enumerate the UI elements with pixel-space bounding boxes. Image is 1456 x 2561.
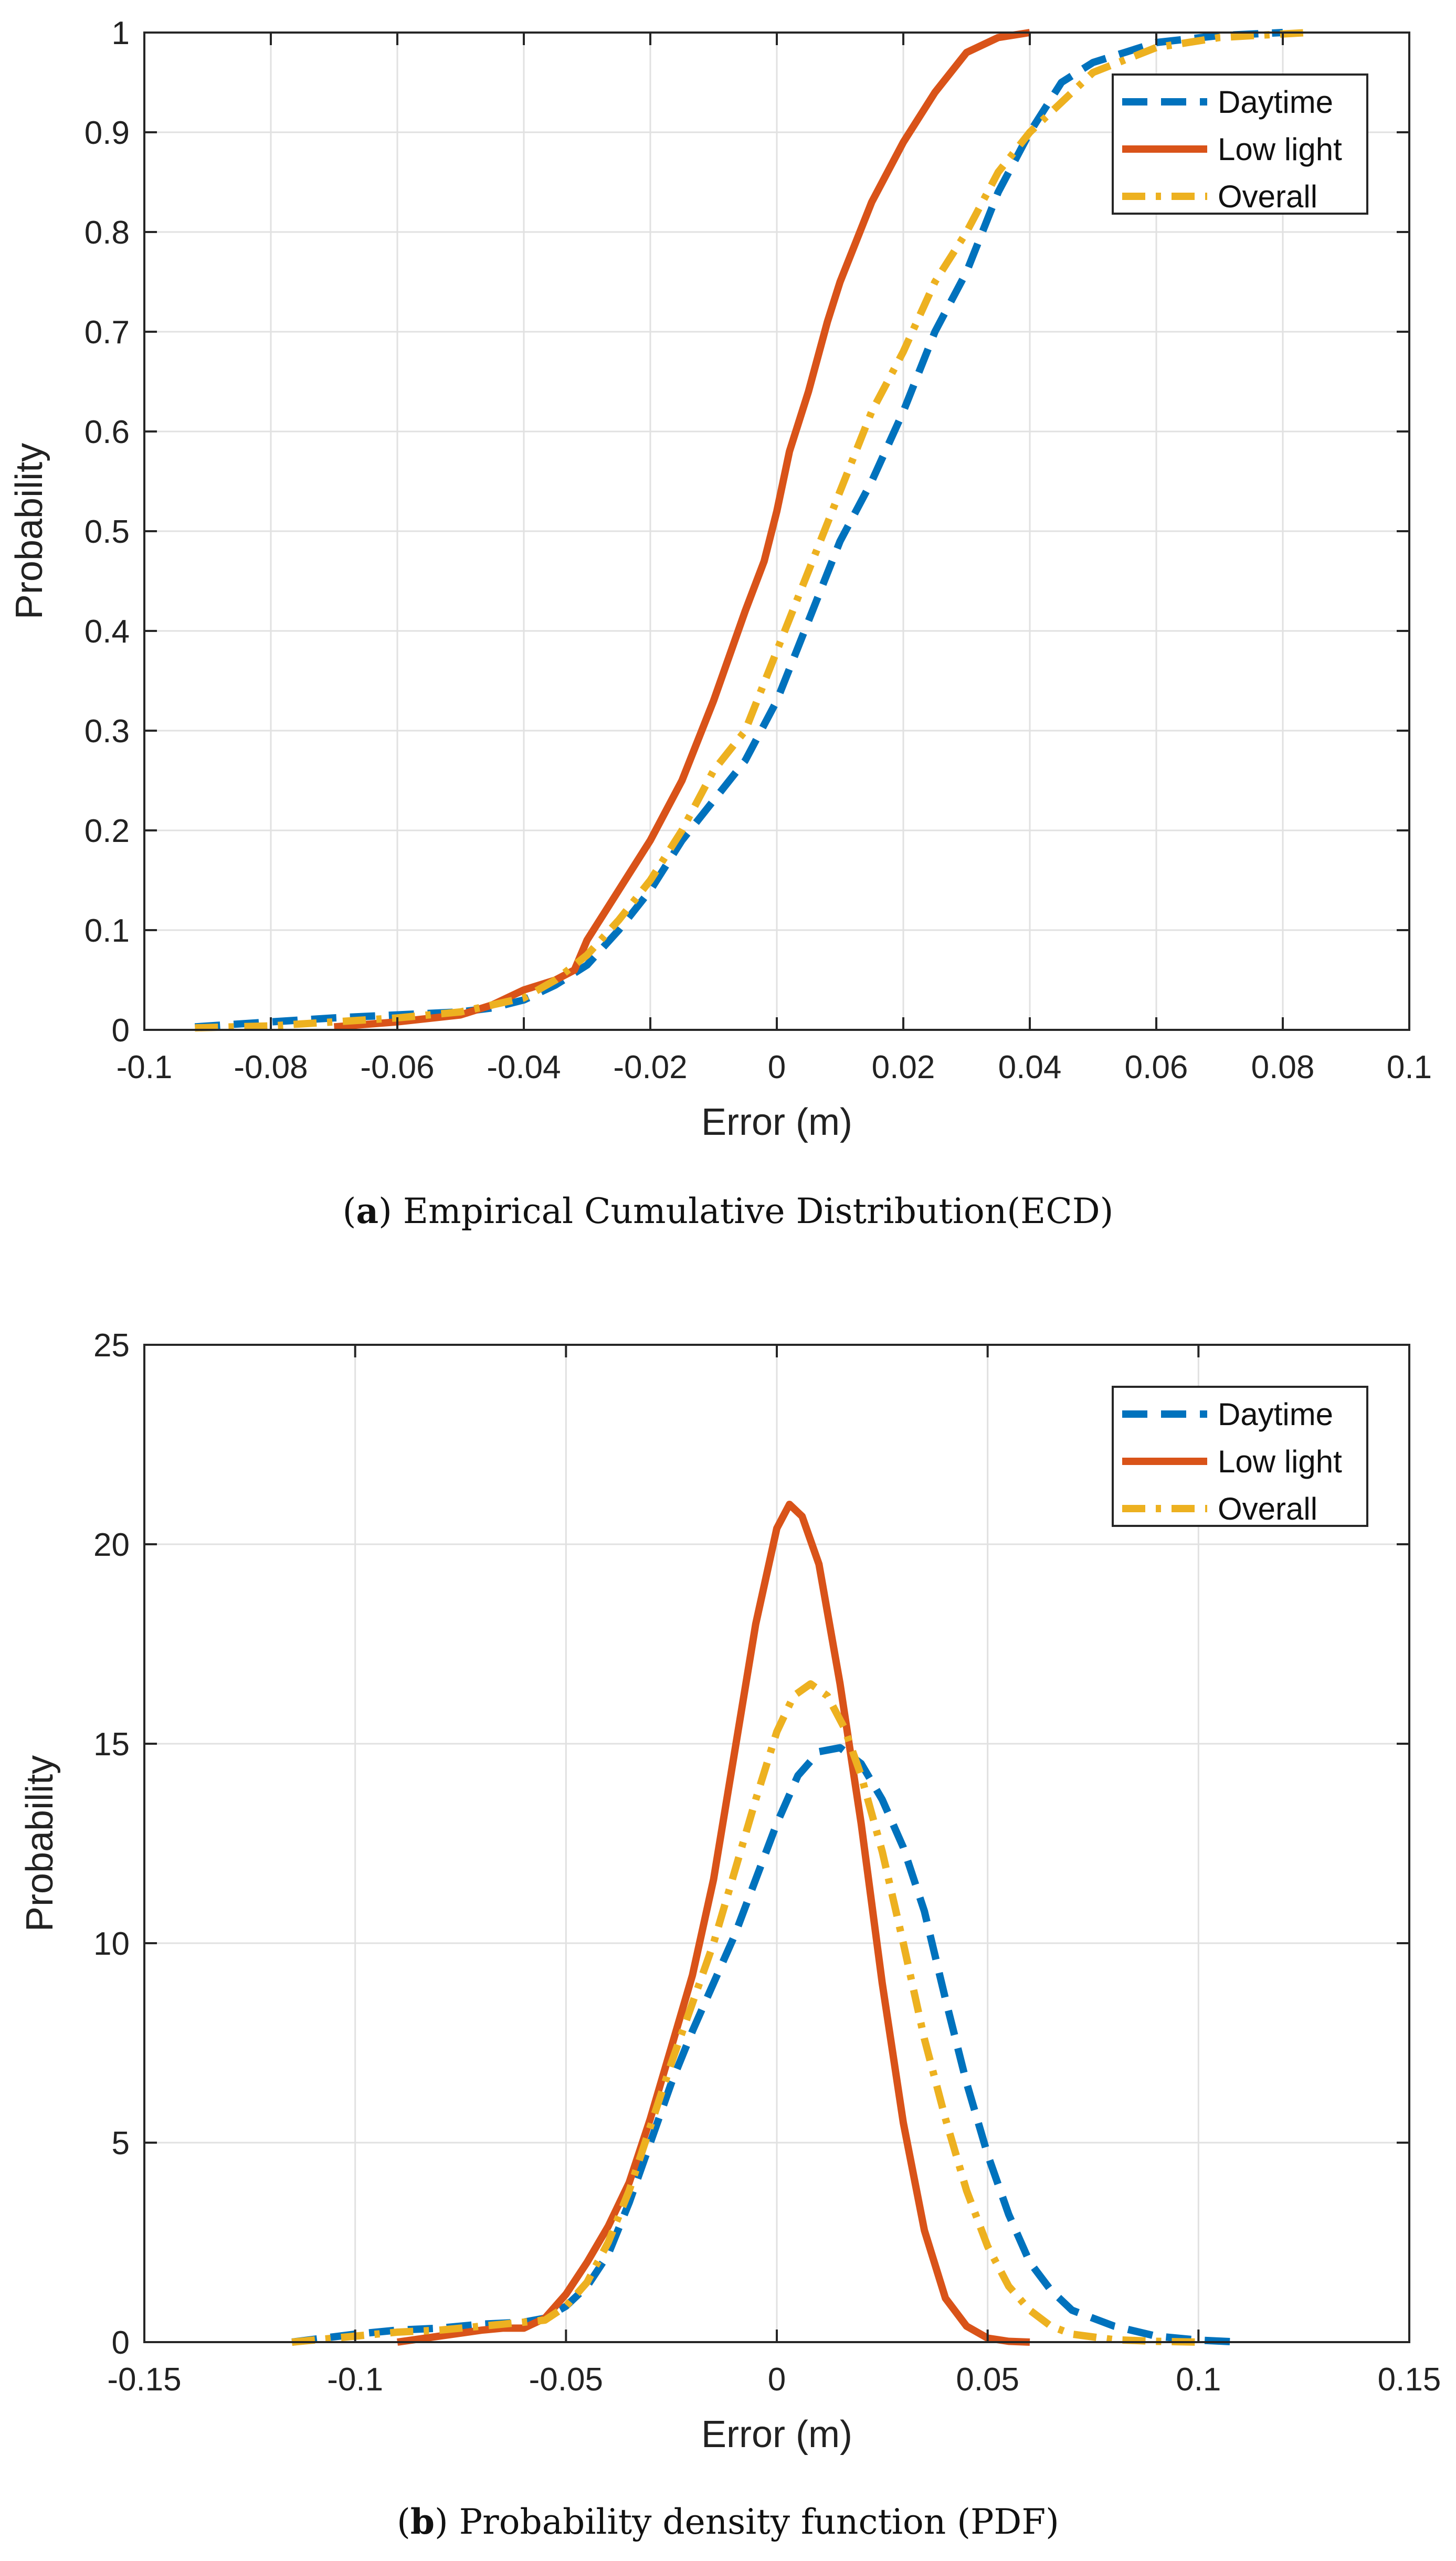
ecd-caption: (a) Empirical Cumulative Distribution(EC… xyxy=(342,1190,1114,1231)
ecd-y-tick-label: 0.4 xyxy=(85,614,130,650)
pdf-y-tick-label: 0 xyxy=(112,2325,130,2361)
pdf-x-tick-label: -0.05 xyxy=(529,2362,603,2398)
pdf-legend-box xyxy=(1112,1386,1368,1527)
ecd-figure: -0.1 -0.08 -0.06 -0.04 -0.02 0 0.02 0.04 0.06 0.0… xyxy=(8,15,1432,1231)
ecd-y-tick-label: 0.9 xyxy=(85,115,130,151)
ecd-x-tick-label: -0.04 xyxy=(487,1049,561,1085)
pdf-y-tick-label: 20 xyxy=(93,1527,130,1563)
pdf-caption-letter: b xyxy=(410,2501,435,2542)
pdf-y-axis-label: Probability xyxy=(19,1755,61,1932)
pdf-caption-text: Probability density function (PDF) xyxy=(459,2502,1059,2542)
pdf-legend-label-overall: Overall xyxy=(1218,1491,1317,1526)
ecd-x-tick-label: -0.1 xyxy=(117,1049,173,1085)
pdf-y-tick-label: 10 xyxy=(93,1926,130,1962)
ecd-y-tick-label: 0 xyxy=(112,1013,130,1049)
ecd-y-tick-label: 0.6 xyxy=(85,414,130,450)
ecd-y-tick-label: 0.3 xyxy=(85,713,130,750)
ecd-legend-label-daytime: Daytime xyxy=(1218,85,1333,120)
pdf-x-tick-label: 0.1 xyxy=(1176,2362,1221,2398)
pdf-x-tick-label: -0.15 xyxy=(107,2362,181,2398)
ecd-y-tick-label: 0.8 xyxy=(85,215,130,251)
ecd-caption-letter: a xyxy=(356,1190,379,1231)
pdf-x-tick-label: -0.1 xyxy=(327,2362,383,2398)
ecd-y-tick-label: 0.5 xyxy=(85,514,130,550)
ecd-y-tick-label: 1 xyxy=(112,15,130,51)
pdf-y-tick-label: 5 xyxy=(112,2125,130,2162)
pdf-y-tick-label: 25 xyxy=(93,1327,130,1364)
pdf-series-overall-line xyxy=(291,1680,1199,2346)
ecd-x-tick-label: 0.04 xyxy=(998,1049,1062,1085)
ecd-x-axis-label: Error (m) xyxy=(701,1101,852,1143)
ecd-x-tick-label: 0.06 xyxy=(1125,1049,1188,1085)
ecd-x-tick-label: -0.06 xyxy=(360,1049,434,1085)
ecd-x-tick-label: 0.02 xyxy=(872,1049,935,1085)
ecd-x-tick-label: 0.08 xyxy=(1251,1049,1315,1085)
pdf-x-axis-label: Error (m) xyxy=(701,2414,852,2455)
ecd-x-tick-label: -0.02 xyxy=(613,1049,687,1085)
pdf-legend-label-low-light: Low light xyxy=(1218,1444,1342,1479)
pdf-x-tick-label: 0.05 xyxy=(956,2362,1019,2398)
ecd-legend-label-low-light: Low light xyxy=(1218,132,1342,167)
ecd-legend-label-overall: Overall xyxy=(1218,179,1317,214)
pdf-figure: -0.15 -0.1 -0.05 0 0.05 0.1 0.15 0 5 10 15 20 25 Erro… xyxy=(0,1302,1456,2561)
pdf-x-tick-label: 0 xyxy=(768,2362,786,2398)
ecd-x-tick-label: 0.1 xyxy=(1387,1049,1432,1085)
pdf-chart: -0.15 -0.1 -0.05 0 0.05 0.1 0.15 0 5 10 15 20 25 Erro… xyxy=(19,1327,1441,2455)
ecd-legend: Daytime Low light Overall xyxy=(1112,73,1368,215)
pdf-legend-label-daytime: Daytime xyxy=(1218,1397,1333,1432)
ecd-legend-box xyxy=(1112,73,1368,215)
ecd-chart: -0.1 -0.08 -0.06 -0.04 -0.02 0 0.02 0.04 0.06 0.0… xyxy=(8,15,1432,1143)
pdf-legend: Daytime Low light Overall xyxy=(1112,1386,1368,1527)
pdf-x-tick-label: 0.15 xyxy=(1378,2362,1441,2398)
ecd-x-tick-label: -0.08 xyxy=(234,1049,308,1085)
ecd-caption-text: Empirical Cumulative Distribution(ECD) xyxy=(403,1191,1114,1231)
ecd-y-tick-label: 0.2 xyxy=(85,813,130,849)
pdf-y-tick-label: 15 xyxy=(93,1726,130,1763)
ecd-x-tick-label: 0 xyxy=(768,1049,786,1085)
ecd-y-axis-label: Probability xyxy=(8,443,50,619)
ecd-y-tick-label: 0.1 xyxy=(85,913,130,949)
ecd-series-low-light-line xyxy=(333,29,1031,1031)
pdf-caption: (b) Probability density function (PDF) xyxy=(397,2501,1059,2542)
ecd-y-tick-label: 0.7 xyxy=(85,314,130,351)
